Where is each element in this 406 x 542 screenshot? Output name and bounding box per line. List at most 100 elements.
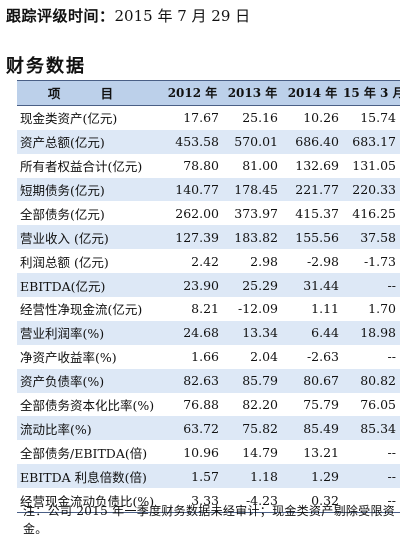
row-value: 415.37 [295, 205, 339, 221]
row-value: 1.66 [191, 349, 219, 365]
row-value: 2.04 [250, 349, 278, 365]
table-row: EBITDA(亿元) 23.90 25.29 31.44 -- [17, 273, 400, 298]
table-row: 所有者权益合计(亿元) 78.80 81.00 132.69 131.05 [17, 153, 400, 178]
tracking-label: 跟踪评级时间： [6, 7, 115, 25]
row-value: 3.33 [191, 492, 219, 508]
row-value: 63.72 [183, 420, 219, 436]
financial-data-table: 项 目 2012 年 2013 年 2014 年 15 年 3 月 现金类资产(… [17, 80, 400, 513]
row-value: 85.49 [303, 420, 339, 436]
row-value: 1.11 [311, 301, 339, 317]
row-value: -- [387, 444, 396, 460]
row-value: 2.42 [191, 253, 219, 269]
row-value: 82.20 [242, 397, 278, 413]
row-value: 131.05 [352, 158, 396, 174]
table-body: 现金类资产(亿元) 17.67 25.16 10.26 15.74 资产总额(亿元) 453… [17, 105, 400, 513]
row-value: 262.00 [175, 205, 219, 221]
table-row: EBITDA 利息倍数(倍) 1.57 1.18 1.29 -- [17, 464, 400, 489]
row-label: 营业利润率(%) [20, 326, 105, 342]
row-value: 24.68 [183, 325, 219, 341]
row-value: 17.67 [183, 110, 219, 126]
row-value: 75.79 [303, 397, 339, 413]
row-value: -- [387, 349, 396, 365]
row-value: 127.39 [175, 229, 219, 245]
row-value: -4.23 [245, 492, 278, 508]
row-value: 683.17 [352, 134, 396, 150]
footnote: 注：公司 2015 年一季度财务数据未经审计；现金类资产剔除受限资金。 [23, 504, 396, 536]
row-value: -12.09 [237, 301, 278, 317]
row-value: 416.25 [352, 205, 396, 221]
row-value: 10.96 [183, 444, 219, 460]
table-row: 资产负债率(%) 82.63 85.79 80.67 80.82 [17, 368, 400, 393]
row-label: 利润总额 (亿元) [20, 254, 109, 270]
row-value: 25.16 [242, 110, 278, 126]
row-value: 132.69 [295, 158, 339, 174]
row-value: 686.40 [295, 134, 339, 150]
table-row: 净资产收益率(%) 1.66 2.04 -2.63 -- [17, 344, 400, 369]
section-title: 财务数据 [6, 56, 86, 77]
row-value: -- [387, 277, 396, 293]
row-value: 453.58 [175, 134, 219, 150]
table-row: 全部债务/EBITDA(倍) 10.96 14.79 13.21 -- [17, 440, 400, 465]
table-row: 经营现金流动负债比(%) 3.33 -4.23 0.32 -- [17, 488, 400, 513]
row-value: 1.70 [368, 301, 396, 317]
row-label: EBITDA 利息倍数(倍) [20, 469, 147, 485]
row-value: -- [387, 468, 396, 484]
table-row: 利润总额 (亿元) 2.42 2.98 -2.98 -1.73 [17, 249, 400, 274]
row-value: 80.82 [360, 373, 396, 389]
table-row: 营业利润率(%) 24.68 13.34 6.44 18.98 [17, 320, 400, 345]
row-value: 78.80 [183, 158, 219, 174]
row-label: 营业收入 (亿元) [20, 230, 109, 246]
row-label: 资产总额(亿元) [20, 135, 105, 151]
row-label: 全部债务/EBITDA(倍) [20, 445, 148, 461]
header-item: 项 目 [47, 86, 132, 102]
table-row: 全部债务(亿元) 262.00 373.97 415.37 416.25 [17, 201, 400, 226]
table-row: 短期债务(亿元) 140.77 178.45 221.77 220.33 [17, 177, 400, 202]
table-header-row: 项 目 2012 年 2013 年 2014 年 15 年 3 月 [17, 80, 400, 106]
row-value: 1.29 [311, 468, 339, 484]
header-2014: 2014 年 [287, 86, 338, 101]
row-value: 221.77 [295, 182, 339, 197]
row-value: 10.26 [303, 110, 339, 126]
row-value: 80.67 [303, 373, 339, 389]
table-row: 流动比率(%) 63.72 75.82 85.49 85.34 [17, 416, 400, 441]
row-value: 13.21 [303, 444, 339, 460]
row-value: 6.44 [311, 325, 339, 341]
row-value: 1.57 [191, 468, 219, 484]
table-row: 现金类资产(亿元) 17.67 25.16 10.26 15.74 [17, 105, 400, 130]
header-2012: 2012 年 [167, 86, 218, 101]
row-label: 短期债务(亿元) [20, 183, 105, 198]
row-value: 31.44 [303, 277, 339, 293]
row-value: -2.63 [306, 349, 339, 365]
row-value: 140.77 [175, 182, 219, 197]
row-value: 183.82 [234, 229, 278, 245]
row-value: 76.88 [183, 397, 219, 413]
row-value: 13.34 [242, 325, 278, 341]
row-value: 0.32 [311, 492, 339, 508]
row-value: -1.73 [363, 253, 396, 269]
row-label: 资产负债率(%) [20, 374, 105, 390]
table-row: 资产总额(亿元) 453.58 570.01 686.40 683.17 [17, 129, 400, 154]
row-value: 178.45 [234, 182, 278, 197]
tracking-date-line: 跟踪评级时间：2015 年 7 月 29 日 [6, 5, 250, 26]
row-value: 85.34 [360, 420, 396, 436]
row-label: 所有者权益合计(亿元) [20, 159, 143, 175]
row-value: 220.33 [352, 182, 396, 197]
row-label: 全部债务(亿元) [20, 206, 105, 222]
row-value: 1.18 [250, 468, 278, 484]
row-value: 155.56 [295, 229, 339, 245]
header-2015q1: 15 年 3 月 [343, 86, 400, 101]
row-value: 570.01 [234, 134, 278, 150]
row-label: 现金类资产(亿元) [20, 111, 118, 127]
table-row: 经营性净现金流(亿元) 8.21 -12.09 1.11 1.70 [17, 297, 400, 321]
row-value: 14.79 [242, 444, 278, 460]
row-value: 15.74 [360, 110, 396, 126]
header-2013: 2013 年 [227, 86, 278, 101]
row-label: 经营性净现金流(亿元) [20, 302, 143, 318]
row-label: EBITDA(亿元) [20, 278, 106, 294]
row-value: -- [387, 492, 396, 508]
row-value: 76.05 [360, 397, 396, 413]
table-row: 营业收入 (亿元) 127.39 183.82 155.56 37.58 [17, 225, 400, 250]
row-value: 23.90 [183, 277, 219, 293]
row-value: 75.82 [242, 420, 278, 436]
row-value: 25.29 [242, 277, 278, 293]
